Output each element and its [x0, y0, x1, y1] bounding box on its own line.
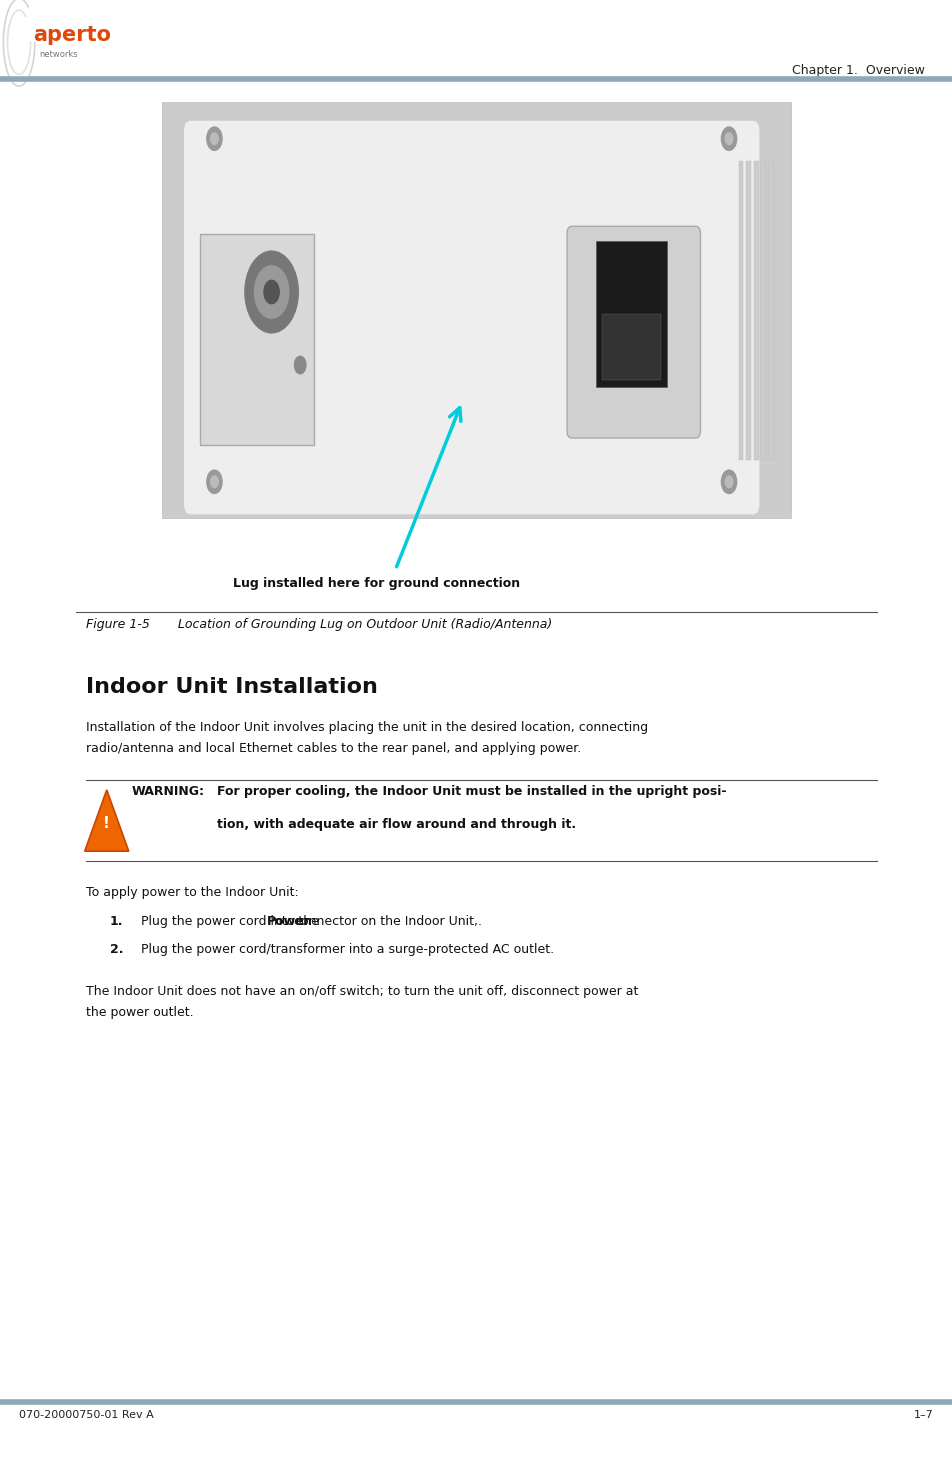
Text: To apply power to the Indoor Unit:: To apply power to the Indoor Unit:	[86, 886, 298, 899]
Text: !: !	[103, 816, 110, 831]
FancyBboxPatch shape	[768, 161, 773, 460]
Text: WARNING:: WARNING:	[131, 785, 205, 799]
Circle shape	[721, 127, 736, 150]
Circle shape	[245, 251, 298, 333]
Text: tion, with adequate air flow around and through it.: tion, with adequate air flow around and …	[217, 818, 576, 831]
FancyBboxPatch shape	[753, 161, 758, 460]
Text: Chapter 1.  Overview: Chapter 1. Overview	[791, 64, 923, 76]
Text: connector on the Indoor Unit,.: connector on the Indoor Unit,.	[289, 915, 482, 929]
Polygon shape	[85, 790, 129, 851]
Text: For proper cooling, the Indoor Unit must be installed in the upright posi-: For proper cooling, the Indoor Unit must…	[217, 785, 726, 799]
FancyBboxPatch shape	[566, 226, 700, 438]
Text: Indoor Unit Installation: Indoor Unit Installation	[86, 677, 377, 698]
Circle shape	[721, 470, 736, 493]
Circle shape	[210, 476, 218, 488]
Text: aperto: aperto	[33, 25, 111, 45]
Circle shape	[207, 127, 222, 150]
Text: Installation of the Indoor Unit involves placing the unit in the desired locatio: Installation of the Indoor Unit involves…	[86, 721, 647, 734]
Text: 1–7: 1–7	[913, 1410, 933, 1419]
Text: Power: Power	[267, 915, 310, 929]
Text: networks: networks	[39, 50, 78, 58]
Circle shape	[207, 470, 222, 493]
Text: 1.: 1.	[109, 915, 123, 929]
FancyBboxPatch shape	[183, 120, 760, 515]
FancyBboxPatch shape	[745, 161, 750, 460]
FancyBboxPatch shape	[738, 161, 743, 460]
Circle shape	[724, 476, 732, 488]
Circle shape	[294, 356, 306, 374]
Text: Figure 1-5       Location of Grounding Lug on Outdoor Unit (Radio/Antenna): Figure 1-5 Location of Grounding Lug on …	[86, 618, 551, 631]
FancyBboxPatch shape	[761, 161, 765, 460]
Text: Plug the power cord into the: Plug the power cord into the	[141, 915, 323, 929]
FancyBboxPatch shape	[602, 314, 661, 380]
Circle shape	[724, 133, 732, 145]
Text: Lug installed here for ground connection: Lug installed here for ground connection	[232, 577, 520, 590]
Circle shape	[210, 133, 218, 145]
FancyBboxPatch shape	[595, 241, 666, 387]
Circle shape	[264, 280, 279, 304]
Text: radio/antenna and local Ethernet cables to the rear panel, and applying power.: radio/antenna and local Ethernet cables …	[86, 742, 581, 755]
Text: 070-20000750-01 Rev A: 070-20000750-01 Rev A	[19, 1410, 153, 1419]
Text: The Indoor Unit does not have an on/off switch; to turn the unit off, disconnect: The Indoor Unit does not have an on/off …	[86, 986, 638, 999]
Text: Plug the power cord/transformer into a surge-protected AC outlet.: Plug the power cord/transformer into a s…	[141, 943, 553, 956]
FancyBboxPatch shape	[162, 102, 790, 518]
Text: 2.: 2.	[109, 943, 123, 956]
FancyBboxPatch shape	[200, 234, 314, 445]
Circle shape	[254, 266, 288, 318]
Text: the power outlet.: the power outlet.	[86, 1006, 193, 1019]
